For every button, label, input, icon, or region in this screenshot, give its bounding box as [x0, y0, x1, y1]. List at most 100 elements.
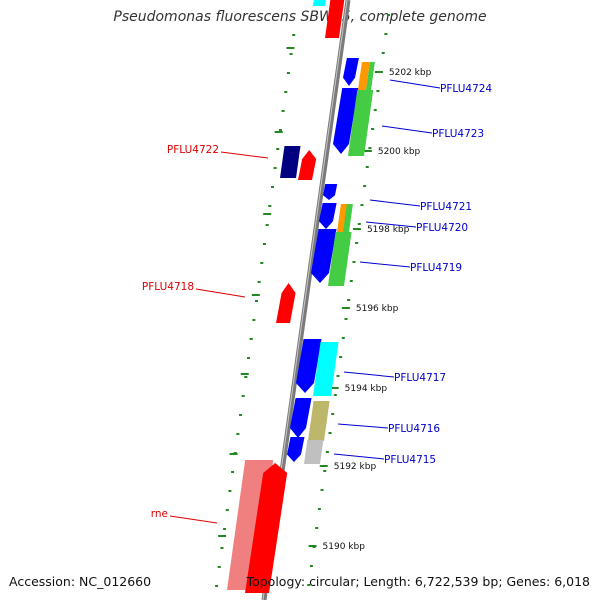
tick-mark [373, 109, 377, 111]
tick-mark [225, 509, 229, 511]
tick-mark-major [352, 228, 361, 230]
tick-mark [281, 110, 285, 112]
tick-mark-major [341, 307, 350, 309]
tick-mark [236, 433, 240, 435]
tick-mark [292, 34, 296, 36]
tick-mark [289, 53, 293, 55]
tick-mark-major [330, 387, 339, 389]
tick-mark [339, 356, 343, 358]
gene-label[interactable]: PFLU4724 [440, 83, 492, 95]
tick-mark-major [240, 373, 249, 375]
tick-rings: 5202 kbp 5200 kbp 5198 kbp 5196 kbp 5194 kbp… [215, 14, 432, 587]
gene-label[interactable]: rne [151, 508, 168, 520]
label-leader-line [343, 371, 395, 378]
tick-mark [270, 186, 274, 188]
cds-reverse-arrow [298, 150, 317, 180]
gene-label[interactable]: PFLU4715 [384, 454, 436, 466]
kbp-label: 5196 kbp [356, 304, 399, 314]
tick-mark-major [229, 453, 238, 455]
gene-label[interactable]: PFLU4723 [432, 128, 484, 140]
cds-forward-arrow [290, 398, 312, 438]
tick-mark [273, 167, 277, 169]
cds-feature [280, 146, 301, 178]
tick-mark [223, 528, 227, 530]
tick-mark [347, 299, 351, 301]
tick-mark [317, 508, 321, 510]
cog-bar [366, 62, 375, 90]
gene-label[interactable]: PFLU4718 [142, 281, 194, 293]
accession-label: Accession: [9, 574, 76, 589]
feature-labels[interactable]: PFLU4724 PFLU4723 PFLU4721 PFLU4720 PFLU4719… [142, 79, 493, 524]
cog-bar [328, 232, 352, 286]
cog-bar [308, 401, 330, 441]
kbp-label: 5200 kbp [378, 147, 421, 157]
cds-feature [325, 0, 345, 38]
cds-forward-arrow [323, 184, 338, 200]
map-title: Pseudomonas fluorescens SBW25, complete … [113, 9, 487, 25]
label-leader-line [220, 151, 269, 159]
cds-forward-arrow [343, 58, 359, 86]
label-leader-line [389, 79, 441, 89]
gene-label[interactable]: PFLU4716 [388, 423, 440, 435]
tick-mark [368, 147, 372, 149]
accession-value: NC_012660 [79, 574, 152, 589]
tick-mark-major [274, 131, 283, 133]
tick-mark-major [251, 294, 260, 296]
label-leader-line [369, 199, 421, 207]
tick-mark-major [263, 213, 272, 215]
tick-mark-major [218, 535, 227, 537]
genome-summary: Topology: circular; Length: 6,722,539 bp… [246, 574, 590, 589]
label-leader-line [337, 423, 389, 429]
tick-mark [349, 280, 353, 282]
tick-mark [336, 375, 340, 377]
tick-mark [315, 527, 319, 529]
tick-mark [381, 52, 385, 54]
tick-mark [217, 566, 221, 568]
cds-forward-arrow [287, 437, 305, 462]
cds-forward-arrow [311, 229, 337, 283]
tick-mark [363, 185, 367, 187]
tick-mark [215, 585, 219, 587]
tick-mark [239, 414, 243, 416]
gene-label[interactable]: PFLU4721 [420, 201, 472, 213]
tick-mark [371, 128, 375, 130]
tick-mark [268, 205, 272, 207]
tick-mark [257, 281, 261, 283]
tick-mark [247, 357, 251, 359]
tick-mark [309, 565, 313, 567]
tick-mark-major [286, 47, 295, 49]
tick-mark [241, 395, 245, 397]
tick-mark [365, 166, 369, 168]
tick-mark [384, 33, 388, 35]
tick-mark-major [308, 545, 317, 547]
cds-feature [313, 0, 326, 6]
tick-mark [252, 319, 256, 321]
tick-mark [228, 490, 232, 492]
genes-value: 6,018 [554, 574, 590, 589]
label-leader-line [195, 288, 246, 298]
kbp-label: 5190 kbp [323, 542, 366, 552]
label-leader-line [169, 515, 218, 524]
gene-label[interactable]: PFLU4722 [167, 144, 219, 156]
gene-label[interactable]: PFLU4717 [394, 372, 446, 384]
cog-bar [358, 62, 370, 90]
tick-mark-major [374, 71, 383, 73]
tick-mark [278, 129, 282, 131]
cog-bar [304, 440, 324, 464]
gene-label[interactable]: PFLU4719 [410, 262, 462, 274]
topology-value: circular [309, 574, 356, 589]
tick-mark [255, 300, 258, 302]
tick-mark [262, 243, 266, 245]
tick-mark [376, 90, 380, 92]
tick-mark [355, 242, 359, 244]
feature-tracks [227, 0, 375, 593]
label-leader-line [365, 221, 417, 228]
tick-mark [320, 489, 324, 491]
kbp-label: 5192 kbp [334, 462, 377, 472]
tick-mark [231, 471, 235, 473]
cog-bar [348, 90, 374, 156]
gene-label[interactable]: PFLU4720 [416, 222, 468, 234]
tick-mark [325, 451, 329, 453]
